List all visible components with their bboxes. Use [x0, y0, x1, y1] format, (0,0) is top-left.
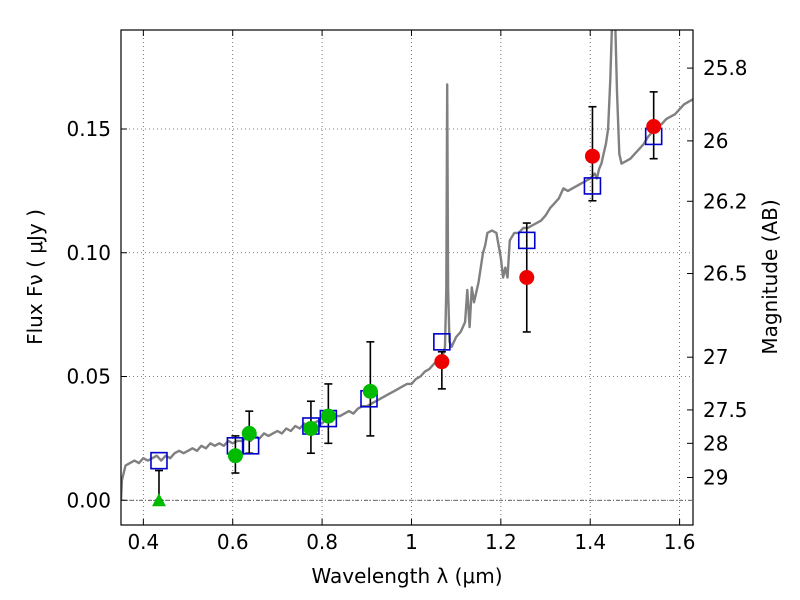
- error-bars: [154, 91, 658, 502]
- x-tick-label: 0.8: [306, 530, 338, 554]
- axes: 0.4 0.6 0.8 1 1.2 1.4 1.6 0.00 0.05 0.10 0.15 25.8 2…: [66, 30, 748, 554]
- optical-detection-point: [303, 420, 319, 436]
- y-axis-label: Flux Fν ( μJy ): [23, 209, 47, 345]
- grid: [121, 30, 693, 525]
- x-tick-label: 0.6: [217, 530, 249, 554]
- right-tick-label: 26.5: [703, 262, 748, 286]
- markers: [150, 119, 663, 507]
- x-tick-label: 1.2: [485, 530, 517, 554]
- nir-detection-point: [519, 270, 535, 285]
- right-tick-label: 27.5: [703, 398, 748, 422]
- optical-detection-point: [227, 448, 243, 464]
- x-tick-label: 0.4: [127, 530, 159, 554]
- x-tick-label: 1.6: [664, 530, 696, 554]
- x-axis-label: Wavelength λ (μm): [311, 564, 502, 588]
- right-tick-label: 27: [703, 345, 728, 369]
- x-tick-label: 1.4: [574, 530, 606, 554]
- right-tick-label: 26: [703, 129, 728, 153]
- right-tick-label: 26.2: [703, 189, 748, 213]
- plot-area: [121, 30, 693, 501]
- model-spectrum-line: [121, 30, 693, 501]
- model-photometry-square: [150, 451, 168, 470]
- y-tick-label: 0.10: [66, 241, 111, 265]
- optical-detection-point: [362, 383, 378, 399]
- y-tick-label: 0.15: [66, 117, 111, 141]
- right-tick-label: 25.8: [703, 56, 748, 80]
- x-tick-label: 1: [405, 530, 418, 554]
- nir-detection-point: [646, 119, 662, 135]
- nir-detection-point: [434, 354, 450, 370]
- plot-frame: [120, 29, 694, 526]
- optical-detection-point: [241, 425, 257, 441]
- right-axis-label: Magnitude (AB): [758, 199, 782, 354]
- right-tick-label: 29: [703, 465, 728, 489]
- model-photometry-square: [583, 177, 602, 195]
- nir-detection-point: [584, 148, 600, 164]
- optical-detection-point: [320, 408, 336, 424]
- y-tick-label: 0.00: [66, 488, 111, 512]
- upper-limit-triangle: [151, 493, 166, 507]
- y-tick-label: 0.05: [66, 365, 111, 389]
- model-photometry-square: [433, 333, 451, 351]
- right-tick-label: 28: [703, 431, 728, 455]
- model-photometry-square: [517, 231, 536, 250]
